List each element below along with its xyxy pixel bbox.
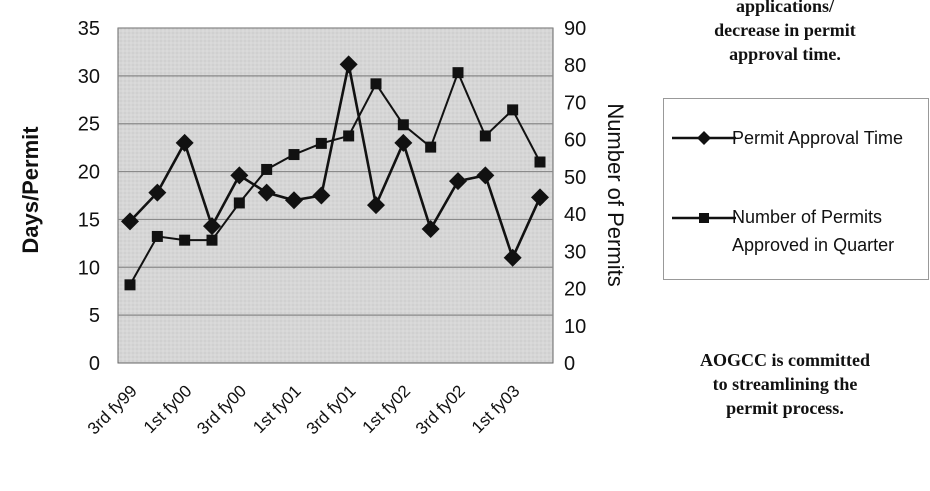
left-tick-label: 15	[78, 209, 100, 231]
x-tick-label: 3rd fy00	[193, 381, 250, 438]
legend-diamond-icon	[672, 131, 736, 145]
permits-point	[370, 78, 382, 90]
right-tick-label: 90	[564, 18, 586, 40]
left-tick-label: 10	[78, 257, 100, 279]
right-tick-label: 70	[564, 92, 586, 114]
permits-point	[534, 156, 546, 168]
left-tick-label: 20	[78, 162, 100, 184]
permits-point	[151, 230, 163, 242]
left-tick-label: 35	[78, 18, 100, 40]
permits-point	[288, 149, 300, 161]
series-lines	[129, 64, 542, 286]
approval-time-point	[257, 183, 276, 202]
permits-point	[206, 234, 218, 246]
x-tick-label: 3rd fy99	[84, 381, 141, 438]
left-tick-label: 25	[78, 114, 100, 136]
x-tick-label: 1st fy00	[140, 381, 196, 437]
right-axis-title: Number of Permits	[603, 103, 628, 286]
note-top-line-1: applications/	[735, 0, 835, 16]
legend: Permit Approval Time Number of Permits A…	[663, 98, 929, 280]
x-tick-label: 3rd fy02	[412, 381, 469, 438]
approval-time-point	[175, 133, 194, 152]
x-tick-label: 1st fy03	[468, 381, 524, 437]
approval-time-point	[203, 217, 221, 236]
left-axis-title: Days/Permit	[18, 126, 43, 254]
legend-square-icon	[672, 213, 736, 223]
approval-time-point	[449, 172, 467, 191]
left-tick-label: 30	[78, 66, 100, 88]
legend-label-approval-time: Permit Approval Time	[732, 128, 904, 148]
note-top: applications/ decrease in permit approva…	[660, 0, 910, 66]
left-tick-label: 0	[89, 353, 100, 375]
permits-point	[425, 141, 437, 153]
permits-point	[343, 130, 355, 142]
permits-point	[479, 130, 491, 142]
approval-time-point	[339, 55, 358, 74]
right-tick-label: 60	[564, 130, 586, 152]
plot-area	[117, 27, 554, 364]
legend-label-permits-line2: Approved in Quarter	[732, 235, 895, 255]
series-line-permits-approved	[129, 69, 541, 286]
right-tick-label: 50	[564, 167, 586, 189]
approval-time-point	[421, 220, 440, 238]
right-axis-ticks: 0 10 20 30 40 50 60 70 80 90	[564, 18, 586, 375]
left-axis-ticks: 0 5 10 15 20 25 30 35	[78, 18, 100, 375]
right-tick-label: 0	[564, 353, 575, 375]
right-tick-label: 20	[564, 279, 586, 301]
approval-time-point	[121, 212, 139, 231]
permits-point	[315, 137, 327, 149]
right-tick-label: 30	[564, 241, 586, 263]
note-bottom: AOGCC is committed to streamlining the p…	[660, 348, 910, 420]
permits-point	[233, 197, 245, 209]
series-markers	[121, 55, 549, 291]
left-tick-label: 5	[89, 305, 100, 327]
note-top-line-2: decrease in permit	[714, 20, 856, 40]
note-bottom-line-1: AOGCC is committed	[700, 350, 870, 370]
legend-item-permits-approved: Number of Permits Approved in Quarter	[664, 203, 930, 259]
approval-time-point	[476, 166, 495, 185]
series-line-approval-time	[129, 64, 542, 262]
approval-time-point	[285, 191, 303, 210]
permits-point	[179, 234, 191, 246]
note-bottom-line-3: permit process.	[726, 398, 844, 418]
approval-time-point	[230, 166, 249, 185]
note-bottom-line-2: to streamlining the	[712, 374, 858, 394]
permits-point	[397, 119, 409, 131]
note-top-line-3: approval time.	[729, 44, 841, 64]
legend-item-approval-time: Permit Approval Time	[664, 123, 930, 153]
approval-time-point	[312, 186, 331, 205]
approval-time-point	[531, 188, 549, 207]
legend-label-permits-line1: Number of Permits	[732, 207, 883, 227]
right-tick-label: 40	[564, 204, 586, 226]
permits-point	[507, 104, 519, 116]
right-tick-label: 80	[564, 55, 586, 77]
permits-point	[124, 279, 136, 291]
approval-time-point	[394, 133, 413, 152]
permits-point	[261, 163, 273, 175]
approval-time-point	[148, 183, 167, 202]
x-tick-label: 3rd fy01	[303, 381, 360, 438]
x-tick-label: 1st fy01	[249, 381, 305, 437]
permits-point	[452, 67, 464, 79]
approval-time-point	[503, 248, 522, 267]
right-tick-label: 10	[564, 316, 586, 338]
approval-time-point	[367, 196, 385, 215]
x-tick-label: 1st fy02	[359, 381, 415, 437]
